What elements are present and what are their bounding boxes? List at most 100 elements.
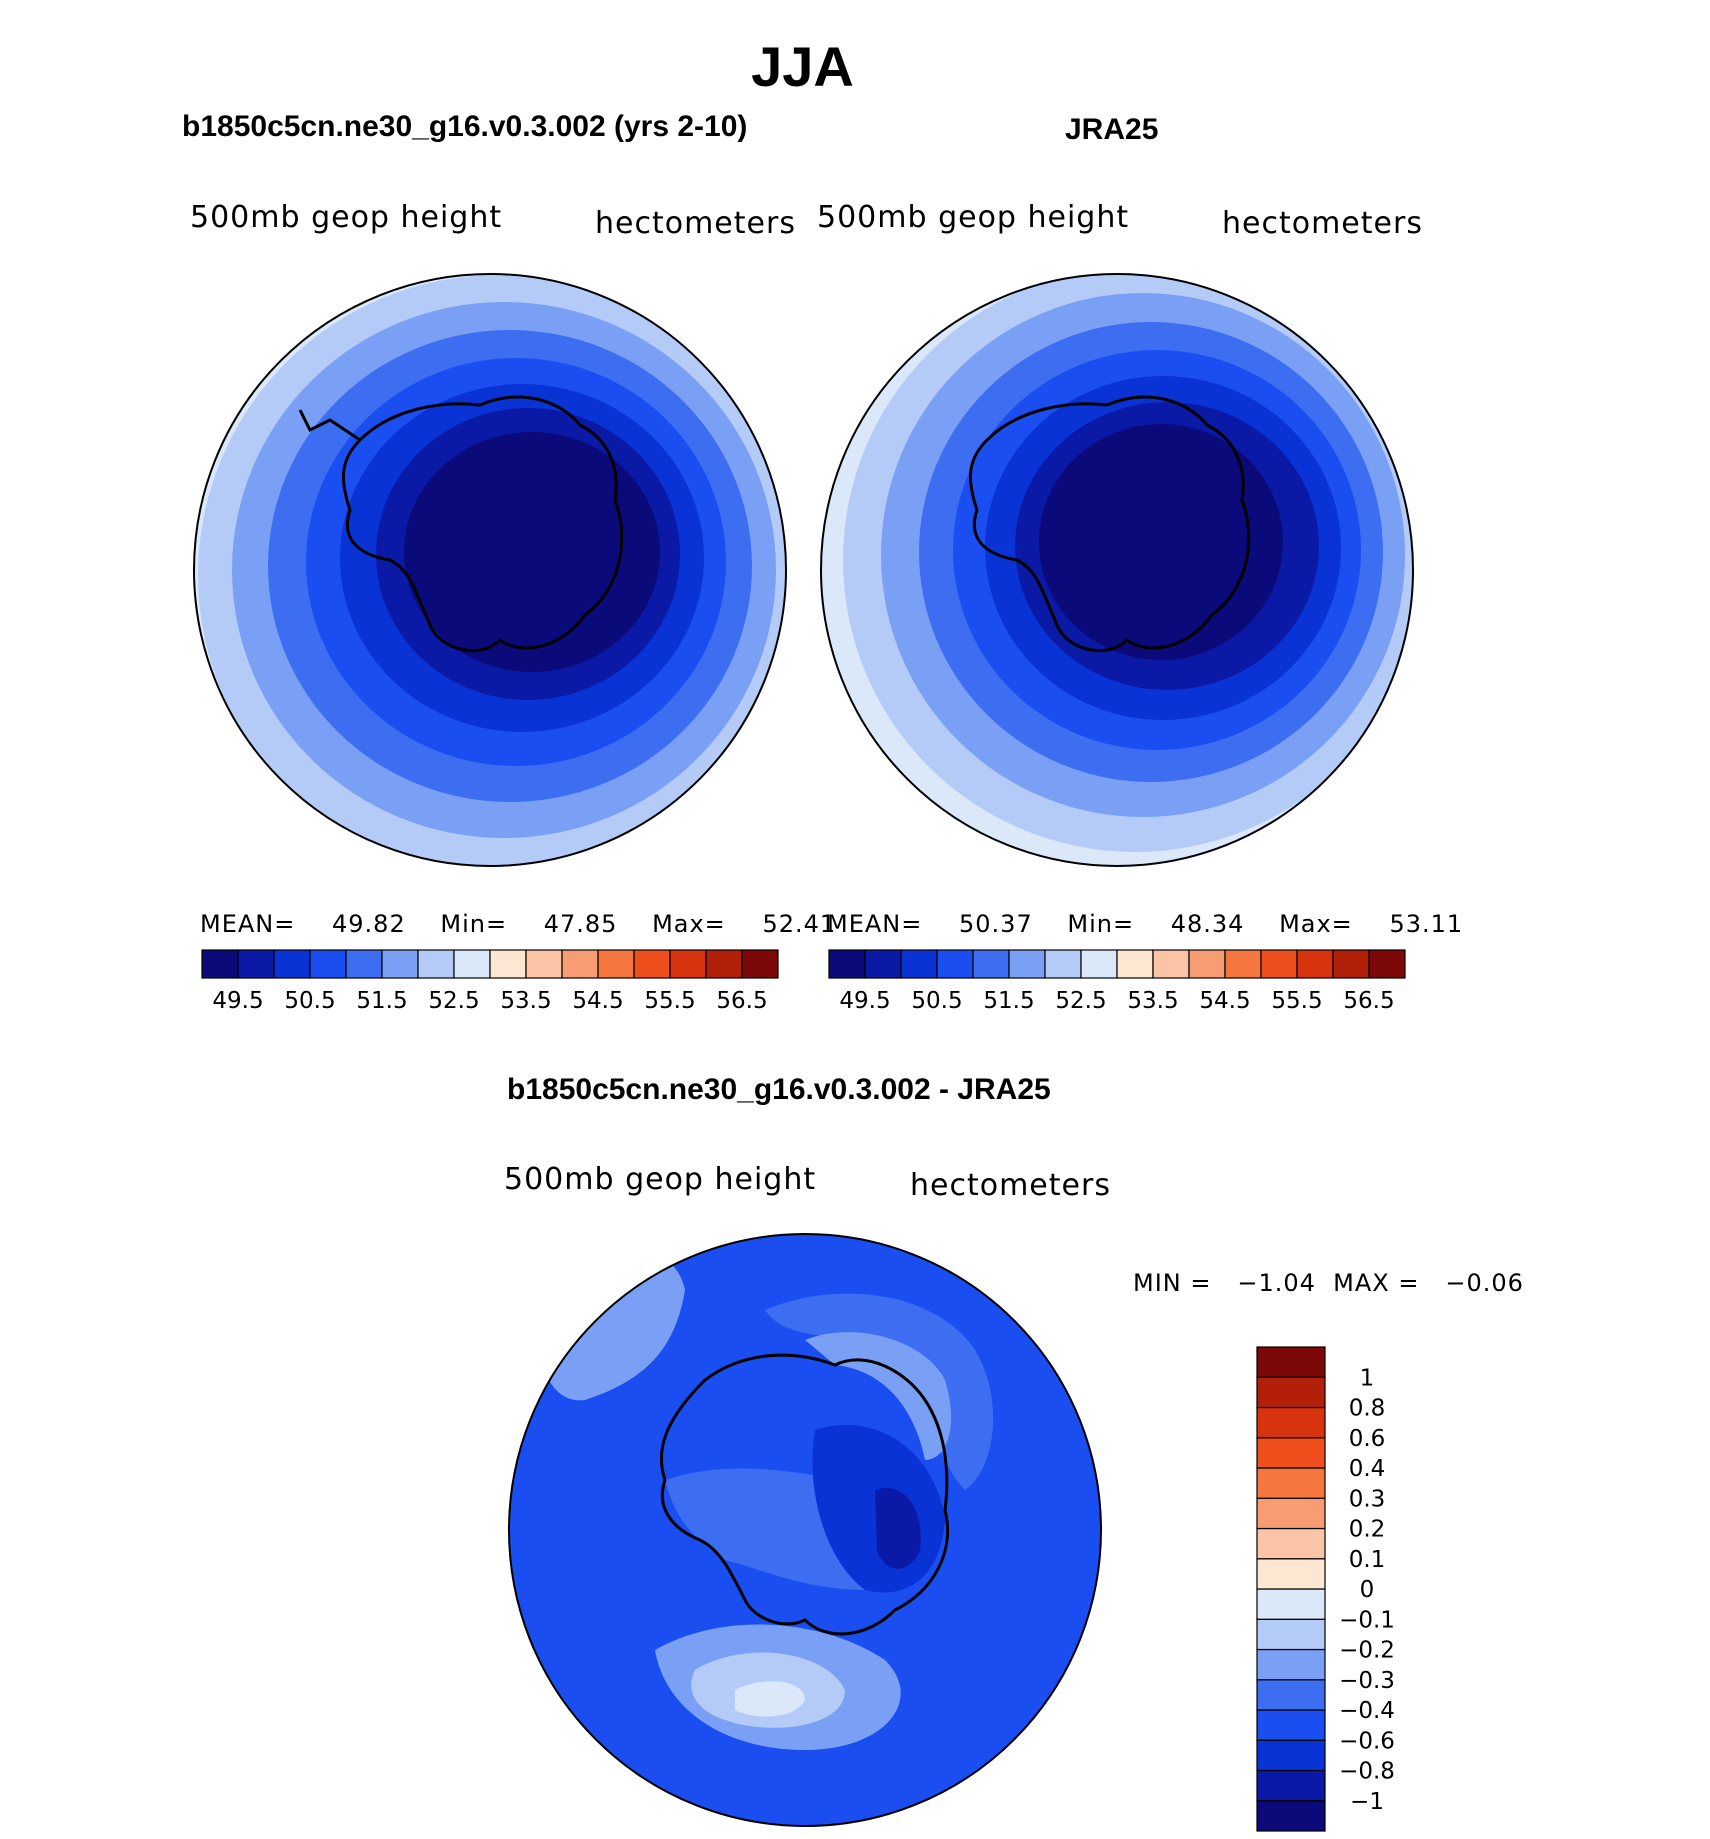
colorbar-tick-label: 53.5 <box>500 988 551 1014</box>
colorbar-swatch <box>1368 949 1406 979</box>
panel-title-model: b1850c5cn.ne30_g16.v0.3.002 (yrs 2-10) <box>182 110 748 143</box>
colorbar-swatch <box>345 949 383 979</box>
colorbar-swatch <box>1256 1558 1326 1590</box>
colorbar-swatch <box>525 949 563 979</box>
colorbar-swatch <box>741 949 779 979</box>
colorbar-tick-label: 0.6 <box>1349 1426 1386 1452</box>
map-diff <box>508 1233 1102 1827</box>
colorbar-tick-label: 50.5 <box>284 988 335 1014</box>
colorbar-obs: 49.5 50.5 51.5 52.5 53.5 54.5 55.5 56.5 <box>828 949 1406 1014</box>
min-label: Min= <box>440 910 508 938</box>
colorbar-tick-label: 56.5 <box>716 988 767 1014</box>
colorbar-tick-label: 0.4 <box>1349 1456 1386 1482</box>
colorbar-swatch <box>597 949 635 979</box>
stats-model: MEAN= 49.82 Min= 47.85 Max= 52.41 <box>200 910 836 938</box>
colorbar-tick-label: 51.5 <box>356 988 407 1014</box>
max-value: 52.41 <box>762 910 837 938</box>
max-label: Max= <box>1279 910 1353 938</box>
variable-label-model: 500mb geop height <box>190 200 503 235</box>
mean-label: MEAN= <box>200 910 296 938</box>
max-value: 53.11 <box>1389 910 1464 938</box>
stats-diff: MIN = −1.04 MAX = −0.06 <box>1133 1269 1524 1297</box>
map-obs <box>820 273 1414 867</box>
colorbar-swatch <box>1256 1769 1326 1802</box>
colorbar-swatch <box>705 949 743 979</box>
colorbar-swatch <box>1116 949 1154 979</box>
colorbar-swatch <box>381 949 419 979</box>
colorbar-swatch <box>1260 949 1298 979</box>
colorbar-tick-label: 52.5 <box>428 988 479 1014</box>
colorbar-swatch <box>489 949 527 979</box>
colorbar-tick-label: 50.5 <box>911 988 962 1014</box>
stats-obs: MEAN= 50.37 Min= 48.34 Max= 53.11 <box>827 910 1463 938</box>
units-label-model: hectometers <box>595 206 796 241</box>
variable-label-diff: 500mb geop height <box>504 1162 817 1197</box>
colorbar-tick-label: 54.5 <box>572 988 623 1014</box>
mean-value: 50.37 <box>959 910 1033 938</box>
colorbar-swatch <box>828 949 866 979</box>
mean-value: 49.82 <box>332 910 406 938</box>
colorbar-tick-label: 0 <box>1360 1577 1375 1603</box>
colorbar-swatch <box>1256 1709 1326 1741</box>
colorbar-swatch <box>453 949 491 979</box>
colorbar-tick-label: 1 <box>1360 1365 1375 1391</box>
colorbar-tick-label: 49.5 <box>839 988 890 1014</box>
colorbar-swatch <box>1256 1497 1326 1530</box>
panel-title-diff: b1850c5cn.ne30_g16.v0.3.002 - JRA25 <box>507 1073 1051 1106</box>
colorbar-swatch <box>201 949 239 979</box>
colorbar-swatch <box>1080 949 1118 979</box>
colorbar-tick-label: 49.5 <box>212 988 263 1014</box>
colorbar-swatch <box>972 949 1010 979</box>
colorbar-swatch <box>1256 1376 1326 1409</box>
colorbar-swatch <box>1256 1588 1326 1620</box>
colorbar-tick-label: −0.6 <box>1339 1728 1395 1754</box>
colorbar-swatch <box>1008 949 1046 979</box>
colorbar-tick-label: −0.8 <box>1339 1759 1395 1785</box>
colorbar-swatch <box>561 949 599 979</box>
colorbar-tick-label: 0.8 <box>1349 1396 1386 1422</box>
colorbar-swatch <box>1256 1467 1326 1499</box>
colorbar-swatch <box>1256 1406 1326 1439</box>
colorbar-swatch <box>633 949 671 979</box>
max-label: Max= <box>652 910 726 938</box>
colorbar-swatch <box>1152 949 1190 979</box>
panel-title-obs: JRA25 <box>1065 113 1159 146</box>
colorbar-tick-label: 0.3 <box>1349 1486 1386 1512</box>
colorbar-tick-label: −0.4 <box>1339 1698 1395 1724</box>
colorbar-swatch <box>1044 949 1082 979</box>
colorbar-diff: −1 −0.8 −0.6 −0.4 −0.3 −0.2 −0.1 0 0.1 0.2 0.3 0.4 0… <box>1256 1346 1395 1832</box>
colorbar-swatch <box>1256 1679 1326 1711</box>
colorbar-tick-label: 55.5 <box>644 988 695 1014</box>
colorbar-tick-label: 0.1 <box>1349 1547 1386 1573</box>
colorbar-tick-label: 0.2 <box>1349 1517 1386 1543</box>
colorbar-tick-label: −0.2 <box>1339 1638 1395 1664</box>
colorbar-swatch <box>1256 1618 1326 1651</box>
colorbar-swatch <box>1256 1648 1326 1681</box>
colorbar-tick-label: −1 <box>1350 1789 1384 1815</box>
colorbar-tick-label: 54.5 <box>1199 988 1250 1014</box>
mean-label: MEAN= <box>827 910 923 938</box>
min-value: 47.85 <box>543 910 618 938</box>
colorbar-tick-label: 55.5 <box>1271 988 1322 1014</box>
variable-label-obs: 500mb geop height <box>817 200 1130 235</box>
colorbar-swatch <box>309 949 347 979</box>
colorbar-tick-label: 51.5 <box>983 988 1034 1014</box>
colorbar-swatch <box>417 949 455 979</box>
colorbar-swatch <box>936 949 974 979</box>
colorbar-swatch <box>273 949 311 979</box>
colorbar-swatch <box>1332 949 1370 979</box>
colorbar-tick-label: −0.3 <box>1339 1668 1395 1694</box>
colorbar-swatch <box>1256 1527 1326 1560</box>
units-label-obs: hectometers <box>1222 206 1423 241</box>
colorbar-tick-label: 56.5 <box>1343 988 1394 1014</box>
min-label: Min= <box>1067 910 1135 938</box>
colorbar-swatch <box>237 949 275 979</box>
colorbar-tick-label: 52.5 <box>1055 988 1106 1014</box>
colorbar-swatch <box>1256 1739 1326 1772</box>
units-label-diff: hectometers <box>910 1168 1111 1203</box>
map-model <box>193 273 787 867</box>
colorbar-tick-label: −0.1 <box>1339 1607 1395 1633</box>
colorbar-swatch <box>1188 949 1226 979</box>
colorbar-swatch <box>669 949 707 979</box>
colorbar-swatch <box>900 949 938 979</box>
